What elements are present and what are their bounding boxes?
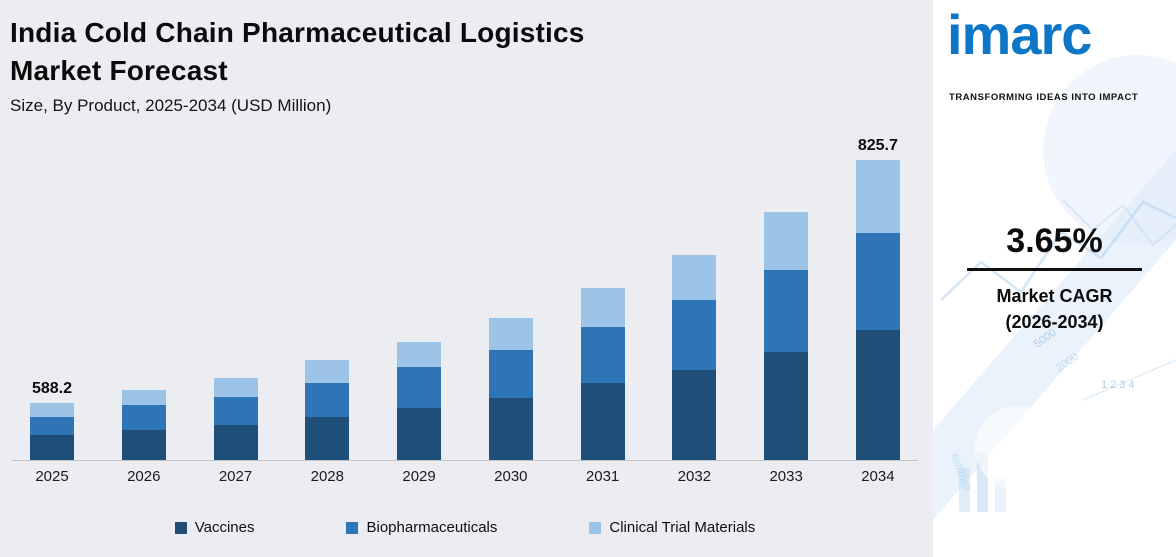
bar-segment-clinical-trial-materials [855,160,900,233]
bar-2026 [121,367,166,460]
bar-2029 [397,319,442,460]
legend-item-vaccines: Vaccines [174,519,255,536]
bar-value-label-2028 [305,337,349,357]
x-axis-label-2027: 2027 [218,468,253,485]
stacked-bar-chart: 588.2 825.7 2025 2026 2027 2028 2029 2030 2031 2… [12,130,918,536]
cagr-value: 3.65% [1006,222,1103,260]
bars-row: 588.2 825.7 [12,130,918,460]
bar-value-label-2029 [397,319,441,339]
bar-2025: 588.2 [30,380,74,460]
bar-segment-clinical-trial-materials [580,288,625,327]
bar-segment-clinical-trial-materials [30,403,74,417]
x-axis-labels: 2025 2026 2027 2028 2029 2030 2031 2032 2033 2034 [12,468,918,485]
x-axis-label-2032: 2032 [677,468,712,485]
legend-label-clinical-trial-materials: Clinical Trial Materials [609,519,756,536]
bar-segment-clinical-trial-materials [488,318,533,350]
bar-segment-clinical-trial-materials [764,212,809,270]
bar-2034: 825.7 [855,137,900,460]
chart-titles: India Cold Chain Pharmaceutical Logistic… [10,14,585,116]
bar-segment-biopharmaceuticals [580,327,625,383]
bar-segment-biopharmaceuticals [672,300,717,370]
bar-2031 [580,265,625,460]
decorative-background-graphics: 5000 2000 1 2 3 4 6882048 [933,55,1176,520]
bar-segment-biopharmaceuticals [305,383,350,417]
chart-legend: Vaccines Biopharmaceuticals Clinical Trial… [12,519,918,536]
bar-segment-clinical-trial-materials [305,360,350,383]
bar-segment-vaccines [672,370,717,460]
imarc-logo: imarc [947,3,1092,66]
bar-value-label-2032 [672,232,716,252]
bar-segment-biopharmaceuticals [121,405,166,430]
bar-value-label-2026 [122,367,166,387]
cagr-label-line2: (2026-2034) [1005,312,1104,333]
bar-value-label-2027 [214,355,258,375]
cagr-divider [967,268,1142,271]
imarc-logo-text: imarc [947,3,1092,66]
legend-label-biopharmaceuticals: Biopharmaceuticals [366,519,498,536]
x-axis-label-2029: 2029 [402,468,436,485]
bar-segment-vaccines [580,383,625,460]
bar-segment-vaccines [30,435,74,460]
bar-segment-vaccines [213,425,258,460]
bar-value-label-2030 [489,295,533,315]
bar-segment-vaccines [305,417,350,460]
bar-2030 [488,295,533,460]
bar-2027 [213,355,258,460]
bar-segment-clinical-trial-materials [672,255,717,300]
bar-value-label-2034: 825.7 [857,137,898,154]
legend-swatch-clinical-trial-materials [589,521,602,534]
x-axis-label-2033: 2033 [769,468,803,485]
bar-value-label-2033 [764,189,808,209]
chart-panel: India Cold Chain Pharmaceutical Logistic… [10,14,918,536]
cagr-block: 3.65% Market CAGR (2026-2034) [933,222,1176,335]
legend-swatch-biopharmaceuticals [346,521,359,534]
bar-segment-vaccines [855,330,900,460]
x-axis-label-2028: 2028 [310,468,344,485]
title-line2: Market Forecast [10,54,228,86]
bar-2032 [672,232,717,460]
x-axis-line [12,460,918,461]
x-axis-label-2026: 2026 [127,468,161,485]
bar-2028 [305,337,350,460]
cagr-label: Market CAGR (2026-2034) [933,283,1176,335]
bar-value-label-2025: 588.2 [31,380,73,397]
legend-item-biopharmaceuticals: Biopharmaceuticals [346,519,497,536]
bar-segment-vaccines [397,408,442,460]
x-axis-label-2025: 2025 [35,468,69,485]
brand-sidebar: 5000 2000 1 2 3 4 6882048 imarc TRANSFOR… [933,0,1176,557]
legend-item-clinical-trial-materials: Clinical Trial Materials [589,519,755,536]
bar-segment-biopharmaceuticals [397,367,442,408]
brand-tagline: TRANSFORMING IDEAS INTO IMPACT [949,92,1139,103]
title-line1: India Cold Chain Pharmaceutical Logistic… [10,17,585,48]
legend-swatch-vaccines [174,521,187,534]
bar-segment-vaccines [764,352,809,460]
bar-segment-biopharmaceuticals [213,397,258,425]
decor-number-3: 1 2 3 4 [1101,379,1135,391]
bar-segment-clinical-trial-materials [121,390,166,405]
cagr-label-line1: Market CAGR [996,286,1113,306]
bar-segment-biopharmaceuticals [764,270,809,352]
bar-segment-biopharmaceuticals [488,350,533,398]
page-title: India Cold Chain Pharmaceutical Logistic… [10,14,585,90]
bar-segment-vaccines [121,430,166,460]
x-axis-label-2031: 2031 [585,468,620,485]
bar-segment-vaccines [488,398,533,460]
chart-subtitle: Size, By Product, 2025-2034 (USD Million… [10,95,332,115]
bar-segment-clinical-trial-materials [397,342,442,367]
legend-label-vaccines: Vaccines [194,519,255,536]
x-axis-label-2034: 2034 [861,468,895,485]
bar-segment-biopharmaceuticals [30,417,74,435]
bar-segment-biopharmaceuticals [855,233,900,330]
bar-value-label-2031 [581,265,625,285]
bar-segment-clinical-trial-materials [213,378,258,397]
bar-2033 [764,189,809,460]
x-axis-label-2030: 2030 [494,468,528,485]
